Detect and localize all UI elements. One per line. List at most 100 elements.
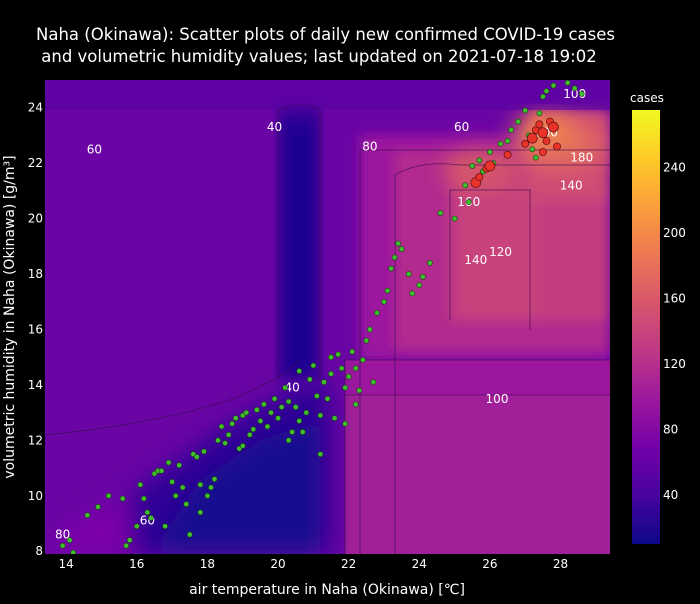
data-point [335, 352, 340, 357]
data-point [381, 299, 386, 304]
data-point [551, 83, 556, 88]
data-point [311, 363, 316, 368]
x-tick-label: 28 [553, 557, 568, 571]
data-point [208, 485, 213, 490]
y-tick-label: 22 [28, 156, 43, 170]
data-point [385, 288, 390, 293]
data-point [297, 368, 302, 373]
data-point [399, 246, 404, 251]
data-point [205, 493, 210, 498]
data-point [134, 524, 139, 529]
data-point [353, 366, 358, 371]
data-point [60, 543, 65, 548]
data-point [194, 454, 199, 459]
contour-label: 60 [454, 120, 469, 134]
y-axis: 8 10 12 14 16 18 20 22 24 [28, 101, 43, 559]
data-point [565, 80, 570, 85]
contour-label: 40 [267, 120, 282, 134]
data-point [95, 504, 100, 509]
data-point [272, 396, 277, 401]
colorbar-tick-label: 80 [663, 422, 678, 436]
data-point [346, 374, 351, 379]
colorbar-tick-label: 160 [663, 291, 686, 305]
data-point [233, 416, 238, 421]
heatmap-background [45, 80, 610, 554]
data-point [67, 538, 72, 543]
x-tick-label: 14 [59, 557, 74, 571]
data-point [332, 416, 337, 421]
data-point [279, 404, 284, 409]
data-point [487, 149, 492, 154]
data-point [572, 86, 577, 91]
data-point [148, 515, 153, 520]
data-point [470, 163, 475, 168]
data-point [275, 416, 280, 421]
data-point [170, 479, 175, 484]
data-point [427, 260, 432, 265]
data-point-high [543, 137, 550, 144]
data-point [353, 402, 358, 407]
colorbar-tick-label: 120 [663, 357, 686, 371]
data-point [180, 485, 185, 490]
chart-subtitle: and volumetric humidity values; last upd… [36, 47, 597, 66]
data-point [230, 421, 235, 426]
data-point [222, 441, 227, 446]
data-point [173, 493, 178, 498]
data-point [293, 404, 298, 409]
colorbar-ticks: 40 80 120 160 200 240 [663, 160, 686, 502]
data-point [392, 255, 397, 260]
data-point [540, 94, 545, 99]
data-point [328, 371, 333, 376]
x-tick-label: 24 [412, 557, 427, 571]
data-point [286, 399, 291, 404]
data-point [328, 355, 333, 360]
data-point [579, 91, 584, 96]
data-point [290, 429, 295, 434]
data-point [226, 432, 231, 437]
x-axis-label: air temperature in Naha (Okinawa) [℃] [189, 582, 465, 598]
data-point [463, 183, 468, 188]
data-point [120, 496, 125, 501]
data-point [420, 274, 425, 279]
contour-label: 100 [486, 392, 509, 406]
data-point [533, 155, 538, 160]
y-tick-label: 14 [28, 378, 43, 392]
data-point [159, 468, 164, 473]
data-point [258, 418, 263, 423]
data-point-high [522, 140, 529, 147]
data-point [198, 482, 203, 487]
data-point [166, 460, 171, 465]
contour-label: 180 [570, 151, 593, 165]
data-point [417, 283, 422, 288]
data-point [325, 396, 330, 401]
data-point [307, 377, 312, 382]
data-point-high [527, 133, 537, 143]
data-point-high [476, 173, 483, 180]
x-tick-label: 26 [482, 557, 497, 571]
data-point [537, 111, 542, 116]
y-tick-label: 18 [28, 267, 43, 281]
colorbar-tick-label: 200 [663, 226, 686, 240]
data-point-high [485, 161, 495, 171]
data-point [343, 421, 348, 426]
contour-label: 80 [362, 140, 377, 154]
data-point-high [549, 122, 559, 132]
data-point-high [504, 151, 511, 158]
data-point [71, 550, 76, 555]
data-point [466, 199, 471, 204]
data-point [477, 158, 482, 163]
data-point [509, 127, 514, 132]
colorbar-tick-label: 40 [663, 488, 678, 502]
data-point [498, 141, 503, 146]
data-point [201, 449, 206, 454]
y-tick-label: 24 [28, 101, 43, 115]
data-point [406, 271, 411, 276]
y-tick-label: 16 [28, 322, 43, 336]
data-point [251, 427, 256, 432]
data-point-high [553, 143, 560, 150]
contour-label: 140 [464, 253, 487, 267]
colorbar-tick-label: 240 [663, 160, 686, 174]
contour-label: 120 [489, 245, 512, 259]
data-point [240, 443, 245, 448]
data-point [198, 510, 203, 515]
